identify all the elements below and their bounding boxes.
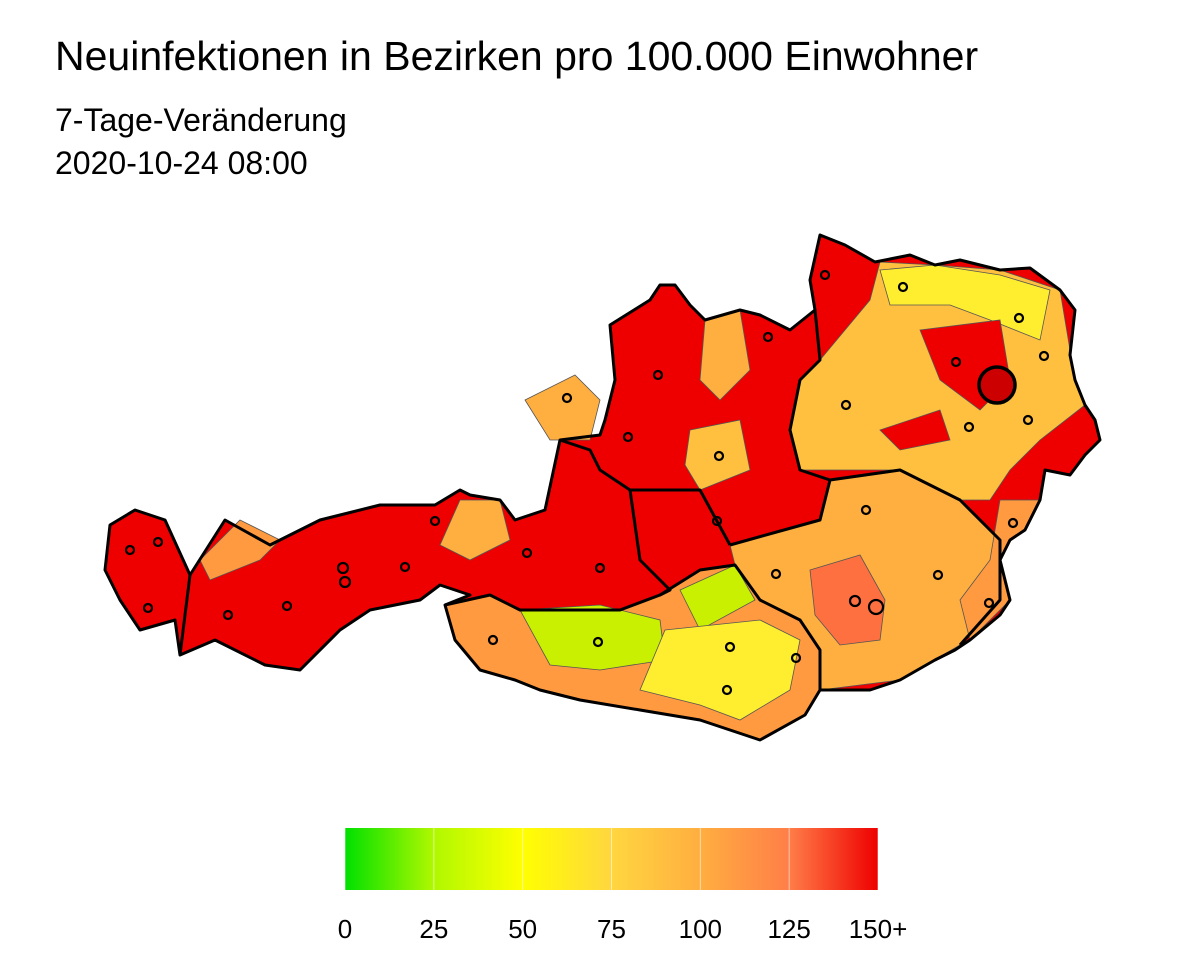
tick-label: 50: [508, 914, 537, 944]
map: [103, 233, 1102, 742]
region: [199, 519, 281, 581]
marker: [790, 652, 802, 664]
marker: [819, 269, 831, 281]
marker: [762, 331, 774, 343]
marker: [142, 602, 154, 614]
marker: [867, 598, 885, 616]
marker: [429, 515, 441, 527]
marker: [521, 547, 533, 559]
marker: [592, 636, 604, 648]
color-legend: 0 25 50 75 100 125 150+: [338, 828, 908, 944]
marker: [152, 536, 164, 548]
marker: [399, 561, 411, 573]
marker: [594, 562, 606, 574]
state-border: [178, 574, 192, 656]
region: [684, 419, 751, 491]
marker: [124, 544, 136, 556]
region: [639, 619, 801, 721]
markers: [124, 269, 1050, 696]
tick-label: 100: [679, 914, 722, 944]
marker: [281, 600, 293, 612]
marker: [950, 356, 962, 368]
region: [879, 409, 951, 451]
marker: [724, 641, 736, 653]
marker: [561, 392, 573, 404]
tick-label: 0: [338, 914, 352, 944]
marker: [622, 431, 634, 443]
marker: [848, 594, 862, 608]
marker: [963, 421, 975, 433]
marker: [840, 399, 852, 411]
region: [879, 264, 1051, 341]
marker: [770, 568, 782, 580]
marker: [721, 684, 733, 696]
timestamp: 2020-10-24 08:00: [55, 145, 308, 181]
marker: [487, 634, 499, 646]
marker: [1007, 517, 1019, 529]
state-border: [729, 468, 1002, 646]
marker: [1013, 312, 1025, 324]
marker: [713, 450, 725, 462]
marker: [897, 281, 909, 293]
marker: [1038, 350, 1050, 362]
tick-label: 150+: [849, 914, 908, 944]
marker: [860, 504, 872, 516]
marker: [338, 575, 352, 589]
marker: [711, 515, 723, 527]
tick-label: 75: [597, 914, 626, 944]
title: Neuinfektionen in Bezirken pro 100.000 E…: [55, 33, 978, 79]
state-border: [788, 309, 831, 482]
state-border: [444, 563, 822, 690]
vienna: [977, 365, 1017, 405]
tick-label: 25: [419, 914, 448, 944]
subtitle: 7-Tage-Veränderung: [55, 102, 347, 138]
marker: [652, 369, 664, 381]
tick-label: 125: [767, 914, 810, 944]
state-border: [630, 488, 732, 546]
region: [524, 374, 601, 441]
marker: [1022, 414, 1034, 426]
marker: [932, 569, 944, 581]
region: [679, 564, 756, 631]
marker: [336, 561, 350, 575]
marker: [983, 597, 995, 609]
marker: [222, 609, 234, 621]
region: [809, 554, 886, 646]
